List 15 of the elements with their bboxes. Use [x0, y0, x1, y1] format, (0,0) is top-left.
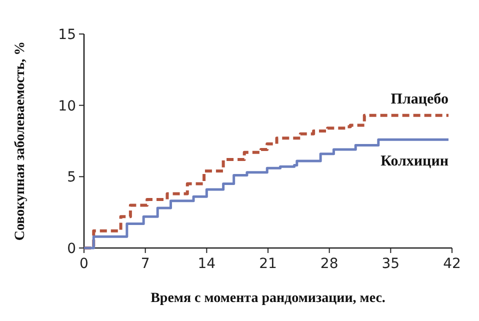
series-label: Колхицин: [380, 154, 449, 170]
x-axis-title: Время с момента рандомизации, мес.: [150, 291, 386, 306]
y-tick-label: 15: [58, 27, 76, 43]
series-label: Плацебо: [390, 91, 448, 108]
x-tick-label: 21: [259, 256, 277, 272]
y-axis-title: Совокупная заболеваемость, %: [13, 41, 28, 241]
y-tick-label: 10: [58, 98, 76, 114]
x-tick-label: 28: [320, 256, 338, 272]
x-tick-label: 42: [443, 256, 461, 272]
x-tick-label: 14: [198, 256, 216, 272]
x-tick-label: 35: [382, 256, 400, 272]
y-tick-label: 0: [67, 241, 76, 257]
y-tick-label: 5: [67, 170, 76, 186]
x-tick-label: 0: [80, 256, 88, 272]
x-tick-label: 7: [140, 256, 150, 272]
